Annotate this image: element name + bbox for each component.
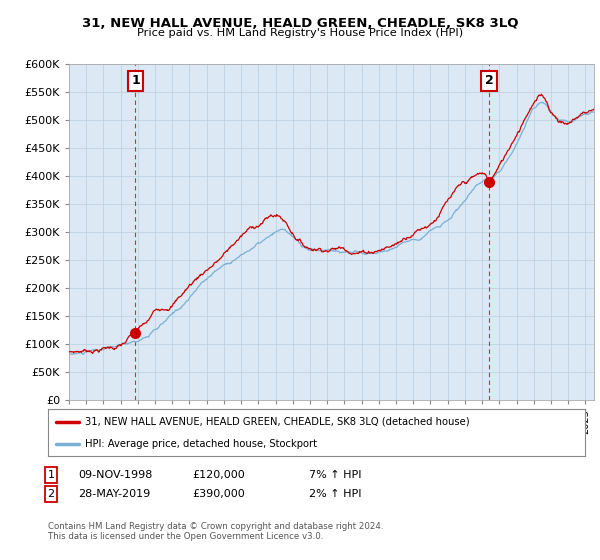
Text: 2: 2 [485,74,494,87]
Text: £120,000: £120,000 [192,470,245,480]
Text: 31, NEW HALL AVENUE, HEALD GREEN, CHEADLE, SK8 3LQ: 31, NEW HALL AVENUE, HEALD GREEN, CHEADL… [82,17,518,30]
Text: 2: 2 [47,489,55,499]
Text: 31, NEW HALL AVENUE, HEALD GREEN, CHEADLE, SK8 3LQ (detached house): 31, NEW HALL AVENUE, HEALD GREEN, CHEADL… [85,417,469,427]
Text: 1: 1 [131,74,140,87]
Text: HPI: Average price, detached house, Stockport: HPI: Average price, detached house, Stoc… [85,438,317,449]
Text: 7% ↑ HPI: 7% ↑ HPI [309,470,361,480]
Text: 09-NOV-1998: 09-NOV-1998 [78,470,152,480]
Text: £390,000: £390,000 [192,489,245,499]
Text: 28-MAY-2019: 28-MAY-2019 [78,489,150,499]
Text: 2% ↑ HPI: 2% ↑ HPI [309,489,361,499]
Text: Price paid vs. HM Land Registry's House Price Index (HPI): Price paid vs. HM Land Registry's House … [137,28,463,38]
Text: Contains HM Land Registry data © Crown copyright and database right 2024.
This d: Contains HM Land Registry data © Crown c… [48,522,383,542]
Text: 1: 1 [47,470,55,480]
